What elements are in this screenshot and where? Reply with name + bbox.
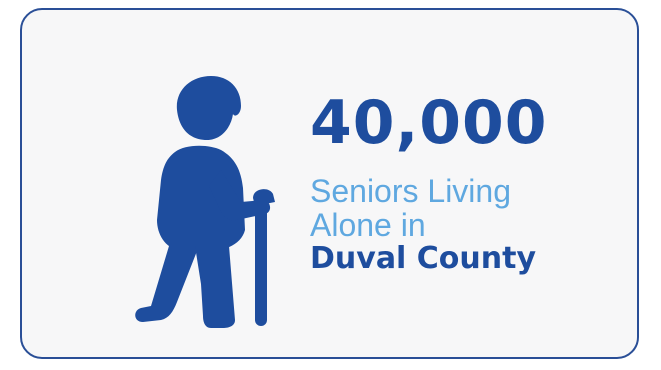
stat-description-line-2: Alone in [310,207,426,243]
elderly-person-with-cane-icon [135,76,275,328]
stat-number: 40,000 [310,88,548,158]
stat-block: 40,000 Seniors Living Alone in Duval Cou… [310,88,640,276]
stat-description-line-1: Seniors Living [310,173,511,209]
stat-place: Duval County [310,241,537,276]
stat-card: 40,000 Seniors Living Alone in Duval Cou… [20,8,639,359]
